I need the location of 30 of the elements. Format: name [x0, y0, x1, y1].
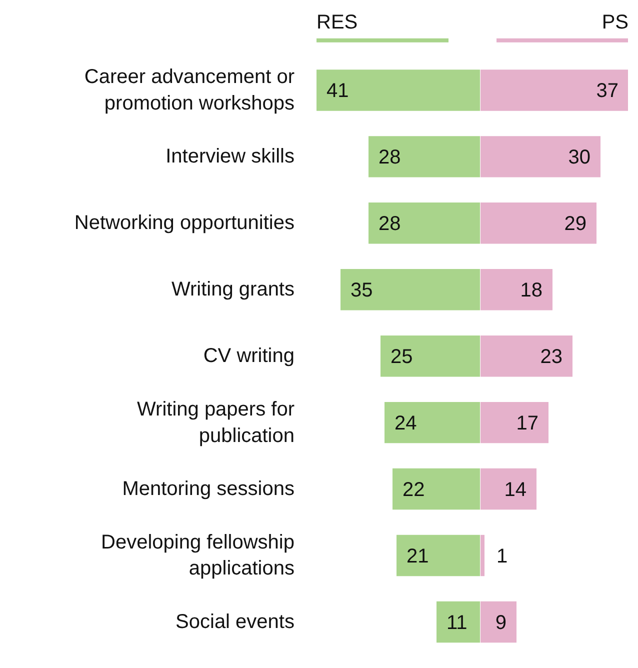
data-label: 11 [446, 612, 468, 634]
y-tick-label: CV writing [203, 345, 295, 368]
data-label: 35 [350, 280, 373, 302]
y-tick-label: Writing papers for publication [137, 398, 295, 447]
data-label: 29 [564, 213, 587, 236]
data-label: 21 [406, 546, 429, 568]
data-label: 41 [326, 80, 349, 102]
data-label: 22 [402, 479, 425, 502]
y-tick-label: Career advancement or promotion workshops [84, 66, 295, 114]
data-label: 17 [516, 412, 539, 435]
data-label: 25 [390, 346, 413, 368]
y-tick-label: Networking opportunities [74, 212, 295, 234]
series-label: RES [316, 11, 358, 34]
y-tick-label: Developing fellowship applications [101, 531, 295, 580]
data-label: 18 [520, 280, 543, 302]
data-label: 28 [378, 213, 401, 236]
data-label: 1 [496, 546, 508, 568]
y-tick-label: Interview skills [166, 146, 295, 168]
y-tick-label: Social events [176, 610, 295, 633]
data-label: 9 [495, 612, 506, 634]
series-label: PS [602, 11, 629, 34]
bar [480, 534, 484, 576]
data-label: 28 [378, 146, 401, 169]
data-label: 23 [540, 346, 563, 368]
data-label: 37 [596, 80, 619, 102]
data-label: 24 [394, 412, 417, 435]
data-label: 14 [504, 479, 527, 502]
y-tick-label: Mentoring sessions [122, 478, 295, 500]
y-tick-label: Writing grants [171, 278, 295, 301]
data-label: 30 [568, 146, 591, 169]
